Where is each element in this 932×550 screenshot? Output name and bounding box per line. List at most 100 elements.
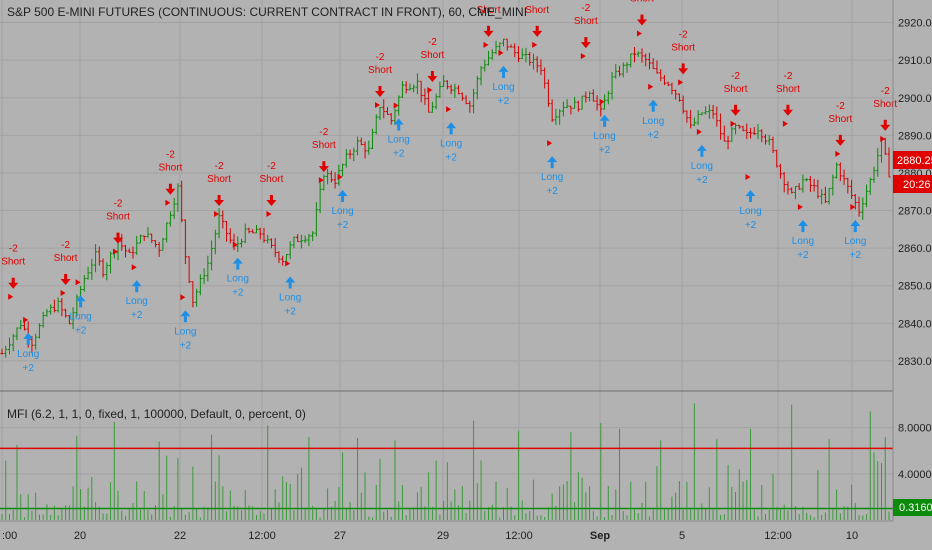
- short-arrowhead-icon: [880, 124, 891, 131]
- long-signal: Long +2: [126, 264, 148, 321]
- price-bar: [528, 51, 532, 66]
- price-bar: [138, 234, 143, 244]
- price-bar: [681, 95, 685, 114]
- price-bar: [41, 311, 45, 328]
- price-bar: [254, 225, 259, 234]
- price-bar: [647, 52, 652, 70]
- price-bar: [183, 219, 187, 265]
- short-entry-marker: [113, 248, 119, 255]
- price-bar: [479, 65, 483, 86]
- short-arrow-icon: [116, 232, 120, 239]
- price-bar: [471, 88, 476, 114]
- long-arrowhead-icon: [131, 280, 142, 287]
- price-bar: [546, 79, 551, 107]
- price-bar: [733, 123, 738, 135]
- price-bar: [273, 238, 277, 258]
- price-bar: [838, 162, 842, 182]
- long-arrow-icon: [502, 71, 506, 78]
- price-bar: [655, 60, 659, 74]
- price-bar: [314, 202, 318, 237]
- long-arrowhead-icon: [337, 189, 348, 196]
- long-signal: Long +2: [739, 173, 762, 231]
- short-arrowhead-icon: [60, 278, 71, 285]
- short-arrow-icon: [322, 161, 326, 168]
- price-bar: [857, 196, 861, 217]
- short-entry-marker: [427, 86, 433, 93]
- trade-signals: Short -2 Long +2 Short -2 Long +2 Short -2 Long +2 S…: [1, 0, 897, 374]
- short-label: Short: [260, 174, 284, 185]
- price-bar: [659, 69, 663, 82]
- short-entry-marker: [60, 289, 66, 296]
- short-qty: -2: [319, 127, 328, 138]
- mfi-histogram: [0, 403, 893, 520]
- short-label: Short: [630, 0, 654, 5]
- price-bar: [434, 93, 438, 110]
- price-bar: [674, 89, 678, 100]
- short-entry-marker: [266, 211, 272, 218]
- price-bar: [355, 136, 360, 156]
- time-tick-label: 5: [679, 530, 685, 542]
- price-bar: [22, 321, 27, 331]
- short-signal: Short -2: [671, 29, 695, 86]
- long-arrow-icon: [550, 162, 554, 169]
- price-bar: [363, 141, 367, 159]
- price-bar: [849, 179, 854, 199]
- long-label: Long: [227, 274, 249, 285]
- time-axis[interactable]: :00 20 22 12:00 27 29 12:00 Sep 5 12:00 10: [2, 530, 858, 542]
- price-bar: [595, 95, 599, 111]
- price-bar: [640, 48, 644, 63]
- long-arrow-icon: [700, 150, 704, 157]
- price-bar: [161, 237, 165, 251]
- long-label: Long: [739, 206, 761, 217]
- price-bar: [868, 177, 872, 195]
- short-qty: -2: [61, 240, 70, 251]
- price-tick-label: 2920.00: [898, 18, 932, 30]
- time-tick-label: 20: [74, 530, 86, 542]
- long-label: Long: [844, 236, 866, 247]
- long-arrow-icon: [801, 226, 805, 233]
- short-arrow-icon: [269, 195, 273, 202]
- short-arrow-icon: [168, 183, 172, 190]
- price-bar: [498, 42, 502, 51]
- price-bar: [157, 242, 161, 257]
- short-qty: -2: [581, 3, 590, 14]
- price-bar: [165, 222, 169, 243]
- price-bar: [0, 348, 4, 355]
- svg-text:2880.25: 2880.25: [897, 155, 932, 167]
- long-arrowhead-icon: [599, 114, 610, 121]
- price-bar: [221, 210, 225, 229]
- price-bar: [37, 323, 42, 339]
- price-bar: [763, 134, 768, 145]
- price-bar: [887, 147, 891, 178]
- long-arrow-icon: [183, 316, 187, 323]
- price-bar: [71, 307, 75, 330]
- long-arrow-icon: [749, 195, 753, 202]
- long-entry-marker: [547, 140, 553, 147]
- short-arrowhead-icon: [730, 109, 741, 116]
- last-price-badge: 2880.25: [893, 151, 932, 169]
- short-label: Short: [574, 16, 598, 27]
- short-arrowhead-icon: [8, 282, 19, 289]
- grid-lines: [0, 0, 893, 521]
- short-arrow-icon: [64, 273, 68, 280]
- short-entry-marker: [165, 199, 171, 206]
- price-bar: [307, 233, 311, 247]
- price-bar: [846, 177, 850, 194]
- short-label: Short: [671, 42, 695, 53]
- indicator-axis[interactable]: 8.0000 4.0000: [898, 423, 932, 481]
- price-bar: [45, 308, 49, 317]
- price-tick-label: 2890.00: [898, 130, 932, 142]
- price-bar: [486, 50, 491, 66]
- price-bar: [778, 163, 783, 179]
- price-bar: [632, 47, 637, 63]
- price-bar: [34, 333, 38, 350]
- short-qty: -2: [783, 71, 792, 82]
- price-bar: [292, 236, 296, 249]
- short-arrow-icon: [640, 14, 644, 21]
- price-bar: [580, 95, 584, 110]
- short-arrow-icon: [487, 25, 491, 32]
- price-tick-label: 2870.00: [898, 206, 932, 218]
- price-bar: [775, 149, 779, 168]
- long-arrowhead-icon: [696, 144, 707, 151]
